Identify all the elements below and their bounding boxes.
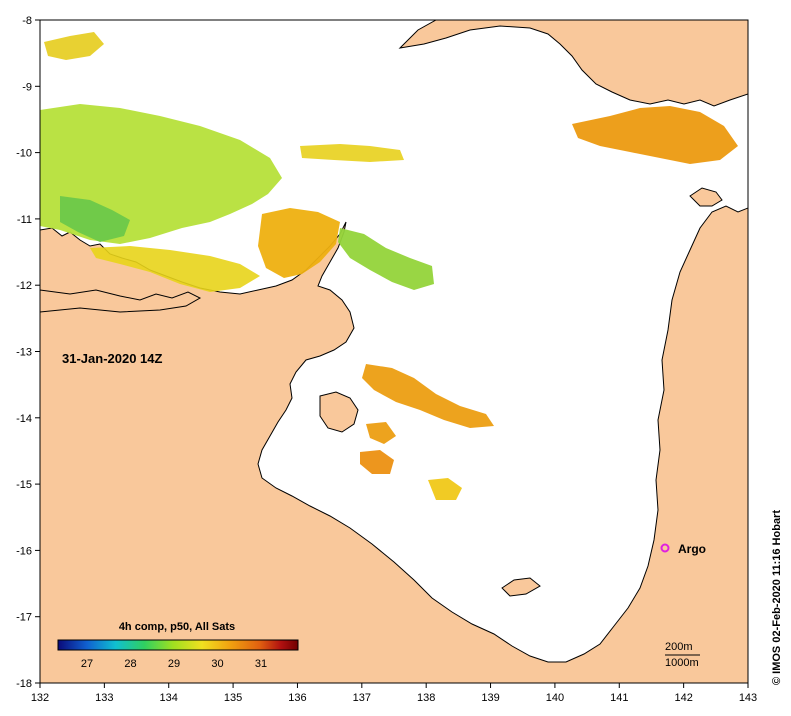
land-groote-island	[319, 391, 359, 433]
colorbar-gradient	[57, 639, 299, 651]
colorbar-tick-label: 29	[168, 658, 180, 670]
sst-patch-west-yellow	[90, 246, 260, 292]
y-tick-label: -18	[16, 678, 32, 690]
y-tick-label: -14	[16, 413, 32, 425]
colorbar: 4h comp, p50, All Sats 27 28 29 30 31	[57, 621, 299, 670]
land-wellesley-island	[501, 577, 541, 597]
colorbar-tick-label: 28	[124, 658, 136, 670]
x-tick-label: 132	[31, 692, 49, 704]
sst-patch-gulf-orange-1	[362, 364, 494, 428]
x-tick-label: 142	[674, 692, 692, 704]
argo-marker-label: Argo	[678, 542, 706, 556]
contour-label-200m: 200m	[665, 641, 693, 653]
y-tick-label: -10	[16, 148, 32, 160]
sst-patch-northeast-orange	[572, 106, 738, 164]
y-tick-label: -13	[16, 347, 32, 359]
x-tick-label: 139	[481, 692, 499, 704]
x-tick-label: 140	[546, 692, 564, 704]
colorbar-title: 4h comp, p50, All Sats	[119, 621, 235, 633]
y-tick-label: -16	[16, 545, 32, 557]
colorbar-ticks: 27 28 29 30 31	[81, 658, 267, 670]
x-tick-label: 141	[610, 692, 628, 704]
land-tiwi-islands	[40, 289, 202, 313]
x-tick-label: 138	[417, 692, 435, 704]
y-tick-label: -9	[22, 81, 32, 93]
sst-patches	[40, 32, 738, 500]
colorbar-tick-label: 31	[255, 658, 267, 670]
copyright-text: © IMOS 02-Feb-2020 11:16 Hobart	[771, 510, 783, 685]
y-tick-label: -12	[16, 280, 32, 292]
x-axis: 132 133 134 135 136 137 138 139 140 141 142 143	[31, 683, 757, 704]
sst-patch-gulf-orange-2	[366, 422, 396, 444]
y-tick-label: -15	[16, 479, 32, 491]
argo-marker[interactable]: Argo	[660, 542, 707, 556]
x-tick-label: 134	[160, 692, 178, 704]
land-cape-york-tip	[689, 187, 723, 207]
x-tick-label: 143	[739, 692, 757, 704]
y-axis: -8 -9 -10 -11 -12 -13 -14 -15 -16 -17 -18	[16, 15, 40, 690]
contour-legend: 200m 1000m	[665, 641, 700, 669]
x-tick-label: 136	[288, 692, 306, 704]
map-title: 31-Jan-2020 14Z	[62, 351, 163, 366]
sst-patch-west-dark-green	[60, 196, 130, 242]
y-tick-label: -11	[17, 214, 32, 226]
contour-label-1000m: 1000m	[665, 657, 699, 669]
sst-patch-central-orange	[258, 208, 340, 278]
colorbar-tick-label: 30	[211, 658, 223, 670]
y-tick-label: -8	[22, 15, 32, 27]
sst-patch-central-green	[338, 228, 434, 290]
argo-marker-dot[interactable]	[660, 543, 670, 553]
sst-patch-gulf-orange-3	[360, 450, 394, 474]
x-tick-label: 137	[353, 692, 371, 704]
colorbar-tick-label: 27	[81, 658, 93, 670]
y-tick-label: -17	[16, 612, 32, 624]
x-tick-label: 135	[224, 692, 242, 704]
x-tick-label: 133	[95, 692, 113, 704]
sst-patch-gulf-yellow	[428, 478, 462, 500]
sst-patch-north-yellow	[300, 144, 404, 162]
land-northern-territory	[40, 205, 748, 683]
land-new-guinea	[398, 20, 748, 107]
sst-patch-northwest-yellow	[44, 32, 104, 60]
